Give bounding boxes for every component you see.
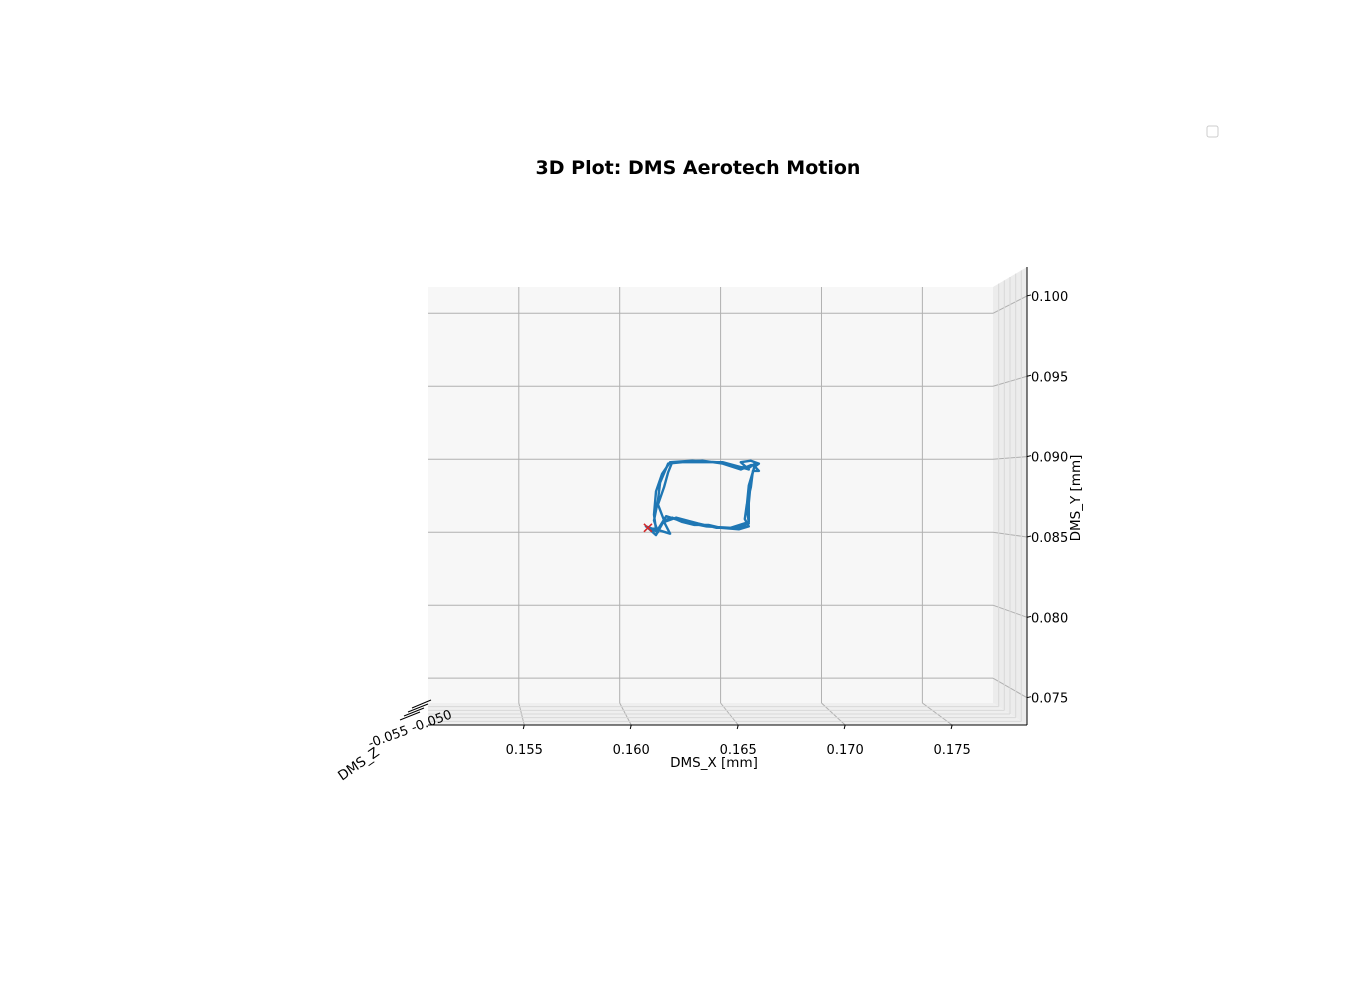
y-tick-mark [1026, 696, 1032, 699]
y-tick-label: 0.100 [1031, 290, 1068, 305]
y-tick-labels: 0.075 0.080 0.085 0.090 0.095 0.100 [1026, 290, 1068, 707]
y-tick-label: 0.095 [1031, 370, 1068, 385]
x-tick-label: 0.175 [934, 743, 971, 758]
y-tick-mark [1026, 615, 1032, 618]
x-tick-label: 0.165 [720, 743, 757, 758]
y-tick-mark [1026, 455, 1032, 458]
x-tick-mark [522, 724, 525, 730]
z-tick-labels: -0.055 -0.050 [366, 708, 454, 752]
x-tick-mark [843, 724, 846, 730]
y-tick-label: 0.090 [1031, 451, 1068, 466]
y-tick-mark [1026, 294, 1032, 297]
x-tick-label: 0.170 [827, 743, 864, 758]
y-tick-label: 0.085 [1031, 531, 1068, 546]
x-tick-label: 0.160 [613, 743, 650, 758]
x-tick-label: 0.155 [506, 743, 543, 758]
y-tick-label: 0.080 [1031, 611, 1068, 626]
x-tick-mark [736, 724, 739, 730]
legend-box [1206, 125, 1219, 138]
x-tick-mark [629, 724, 632, 730]
plot-pane [428, 287, 993, 703]
start-marker [643, 523, 653, 533]
grid-lines [428, 270, 1028, 726]
z-axis-label: DMS_Z [335, 744, 382, 784]
x-axis-label: DMS_X [mm] [670, 755, 758, 771]
start-marker-stroke [643, 523, 653, 533]
series-line [644, 459, 761, 537]
chart-title: 3D Plot: DMS Aerotech Motion [536, 157, 861, 179]
y-tick-mark [1026, 535, 1032, 538]
y-axis-label: DMS_Y [mm] [1068, 455, 1084, 542]
y-tick-mark [1026, 374, 1032, 377]
y-tick-label: 0.075 [1031, 692, 1068, 707]
x-tick-mark [950, 724, 953, 730]
series-group [644, 459, 761, 537]
x-tick-labels: 0.155 0.160 0.165 0.170 0.175 [506, 724, 971, 758]
